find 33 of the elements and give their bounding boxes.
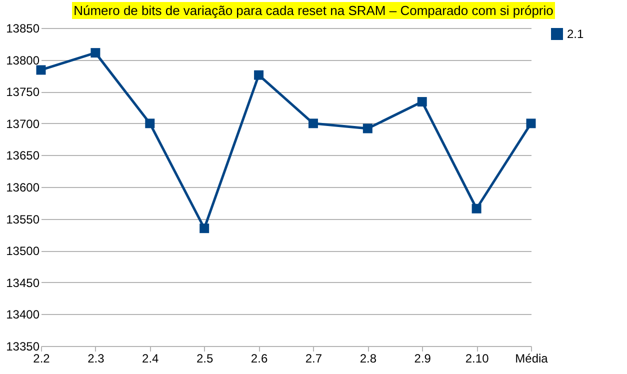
y-tick-label: 13400 [6,308,40,322]
chart-title: Número de bits de variação para cada reset na SRAM – Comparado com si próprio [72,2,556,19]
y-tick-label: 13600 [6,180,40,194]
x-tick-label: 2.8 [360,352,377,366]
x-tick-label: 2.3 [88,352,105,366]
x-tick-label: 2.5 [196,352,214,366]
y-tick-label: 13800 [6,53,40,68]
y-tick-label: 13500 [6,244,40,258]
x-tick-label: 2.2 [33,352,50,366]
x-tick-label: 2.10 [465,352,490,366]
x-tick-label: Média [515,352,548,366]
point [417,97,427,107]
legend-label: 2.1 [567,27,584,41]
y-tick-label: 13450 [6,276,40,290]
point [308,118,318,128]
point [472,204,482,214]
point [145,118,155,128]
y-tick-label: 13750 [6,85,40,100]
y-tick-label: 13700 [6,116,40,131]
y-tick-label: 13650 [6,148,40,163]
point [526,118,536,128]
x-tick-label: 2.9 [414,352,432,366]
x-tick-label: 2.6 [250,352,268,366]
y-tick-label: 13850 [6,22,40,36]
point [254,70,264,80]
point [362,124,372,134]
x-tick-label: 2.7 [305,352,322,366]
point [90,48,100,58]
point [200,224,210,234]
x-tick-label: 2.4 [142,352,160,366]
y-tick-label: 13350 [6,340,40,354]
point [36,65,46,75]
y-tick-label: 13550 [6,212,40,226]
